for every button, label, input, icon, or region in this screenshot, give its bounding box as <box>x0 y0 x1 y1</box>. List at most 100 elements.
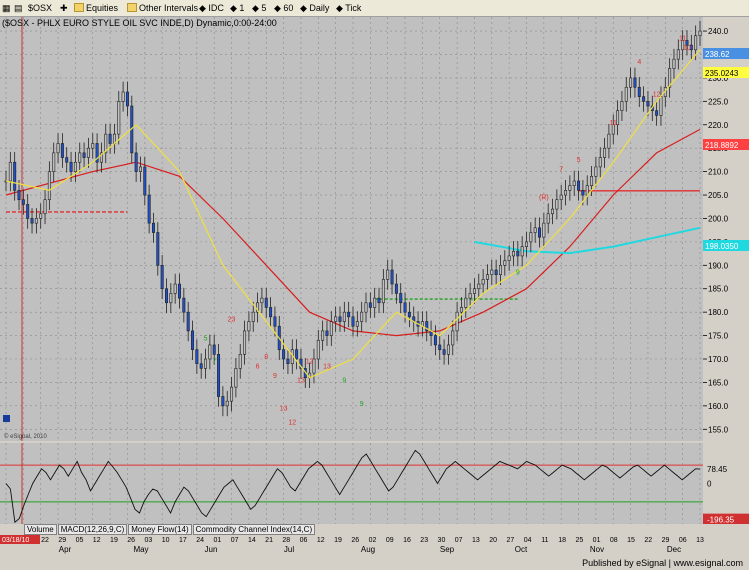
interval-tick-label: Tick <box>345 3 362 13</box>
equities-button[interactable]: Equities <box>74 2 118 14</box>
candle-body <box>403 302 407 313</box>
day-tick-label: 18 <box>558 537 566 544</box>
candle-body <box>251 311 255 322</box>
candle-body <box>485 274 489 280</box>
month-tick-label: Jul <box>284 545 294 554</box>
candle-body <box>125 91 129 107</box>
folder-icon <box>74 3 84 12</box>
interval-5-button[interactable]: ◆ 5 <box>252 3 267 13</box>
candle-body <box>629 77 633 88</box>
day-tick-label: 01 <box>213 537 221 544</box>
candle-body <box>585 185 589 196</box>
price-tag-label: 238.62 <box>705 50 730 59</box>
candle-body <box>368 302 372 308</box>
grid-icon[interactable]: ▦ <box>2 3 11 13</box>
candle-body <box>529 232 533 243</box>
candle-body <box>342 311 346 322</box>
candle-body <box>204 358 208 369</box>
candle-body <box>56 143 60 154</box>
candle-body <box>533 227 537 233</box>
day-tick-label: 26 <box>351 537 359 544</box>
tab-money-flow[interactable]: Money Flow(14) <box>128 524 192 535</box>
interval-1-button[interactable]: ◆ 1 <box>230 3 245 13</box>
day-tick-label: 10 <box>162 537 170 544</box>
day-tick-label: 19 <box>334 537 342 544</box>
candle-body <box>364 302 368 313</box>
candle-body <box>316 339 320 360</box>
candle-body <box>151 222 155 233</box>
interval-60-button[interactable]: ◆ 60 <box>274 3 294 13</box>
candle-body <box>555 199 559 210</box>
interval-5-label: 5 <box>261 3 267 13</box>
setup-number: (R) <box>539 195 549 202</box>
interval-tick-button[interactable]: ◆ Tick <box>336 3 362 13</box>
candle-body <box>611 124 615 135</box>
candle-body <box>525 241 528 247</box>
day-tick-label: 25 <box>575 537 583 544</box>
setup-number: 12 <box>288 420 296 427</box>
candle-body <box>39 213 43 219</box>
day-tick-label: 04 <box>524 537 532 544</box>
setup-number: 9 <box>516 270 520 277</box>
day-tick-label: 24 <box>196 537 204 544</box>
axis-label: 185.0 <box>708 285 729 294</box>
sma-cyan-line <box>474 226 701 255</box>
add-icon[interactable]: ✚ <box>60 3 68 13</box>
candle-body <box>169 293 173 304</box>
axis-label: 170.0 <box>708 355 729 364</box>
candle-body <box>351 316 355 327</box>
date-axis-svg: 03/18/10 22 29 05 12 19 26 03 10 17 24 01 07 14 21 28 06… <box>0 535 704 554</box>
candle-body <box>86 147 90 158</box>
day-tick-label: 12 <box>317 537 325 544</box>
candle-body <box>607 133 611 149</box>
price-tag <box>703 48 749 59</box>
candle-body <box>542 222 546 238</box>
axis-label: 210.0 <box>708 168 729 177</box>
other-intervals-button[interactable]: Other Intervals <box>127 2 198 14</box>
day-tick-label: 07 <box>231 537 239 544</box>
candle-body <box>78 152 82 163</box>
day-tick-label: 15 <box>627 537 635 544</box>
candle-body <box>438 344 442 350</box>
interval-daily-label: Daily <box>309 3 330 13</box>
candle-body <box>338 316 342 322</box>
candle-body <box>637 86 641 97</box>
candle-body <box>47 171 51 201</box>
price-tag <box>703 139 749 150</box>
candle-body <box>399 293 403 304</box>
axis-label: 240.0 <box>708 27 729 36</box>
candle-body <box>685 40 689 46</box>
tab-volume[interactable]: Volume <box>24 524 57 535</box>
interval-idc-button[interactable]: ◆ IDC <box>199 3 224 13</box>
cci-pane[interactable] <box>0 443 703 524</box>
price-tag <box>703 240 749 251</box>
price-tag-label: 198.0350 <box>705 242 739 251</box>
setup-number: 5 <box>577 157 581 164</box>
axis-label: 180.0 <box>708 308 729 317</box>
symbol-label[interactable]: $OSX <box>28 3 53 13</box>
month-tick-label: Nov <box>590 545 604 554</box>
month-tick-label: Jun <box>205 545 218 554</box>
table-icon[interactable]: ▤ <box>14 3 23 13</box>
day-tick-label: 08 <box>610 537 618 544</box>
candle-body <box>156 232 160 266</box>
candle-body <box>481 279 485 285</box>
cci-line <box>5 449 701 524</box>
candle-body <box>82 152 86 158</box>
candle-body <box>91 143 95 149</box>
cursor-date-label: 03/18/10 <box>2 537 29 544</box>
candle-body <box>191 330 194 350</box>
month-tick-label: Oct <box>515 545 528 554</box>
candle-body <box>30 218 34 224</box>
candle-body <box>633 77 637 88</box>
tab-cci[interactable]: Commodity Channel Index(14,C) <box>192 524 316 535</box>
candle-body <box>681 40 685 51</box>
tab-macd[interactable]: MACD(12,26,9,C) <box>57 524 128 535</box>
interval-daily-button[interactable]: ◆ Daily <box>300 3 330 13</box>
setup-number: 7 <box>559 167 563 174</box>
info-icon <box>3 415 10 422</box>
candle-body <box>498 265 502 275</box>
candle-body <box>381 279 385 304</box>
candle-body <box>178 283 181 299</box>
